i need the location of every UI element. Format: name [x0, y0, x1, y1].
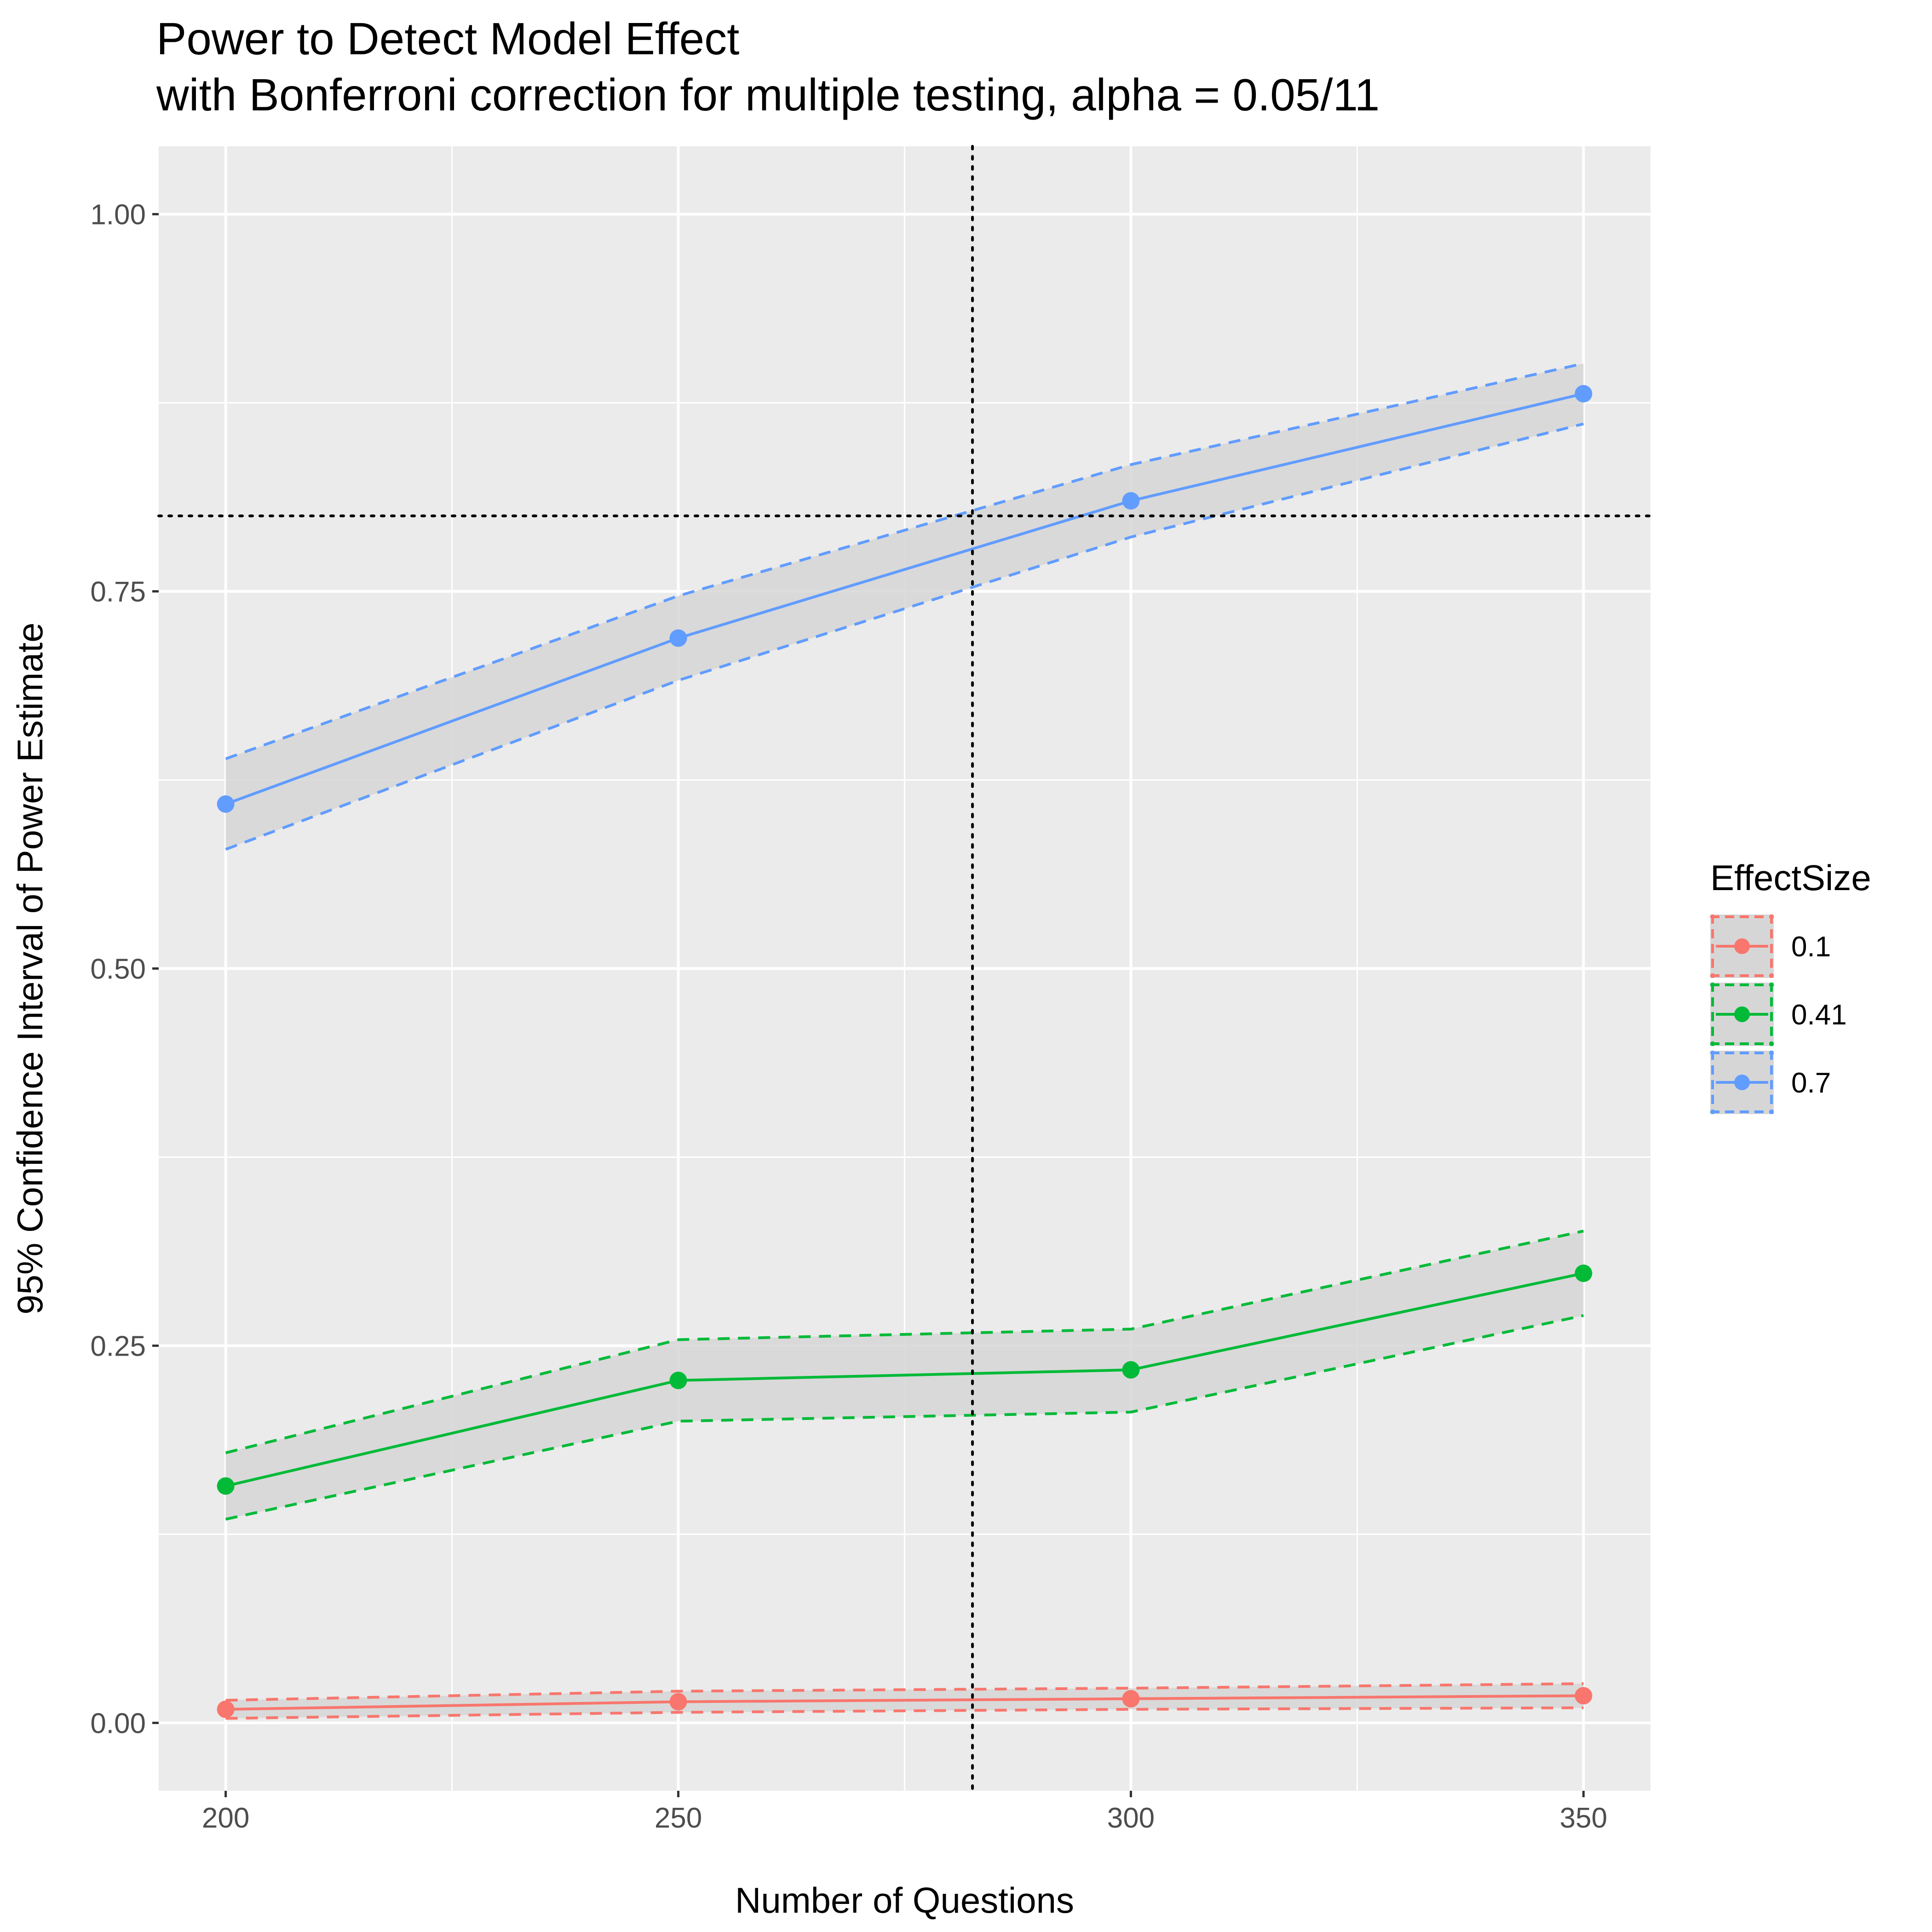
legend-label-0.1: 0.1 — [1791, 931, 1831, 963]
y-axis-title: 95% Confidence Interval of Power Estimat… — [10, 622, 50, 1314]
data-point-0.1 — [1122, 1690, 1140, 1708]
series-lines — [225, 392, 1584, 1711]
axes: 200 250 300 350 0.00 0.25 0.50 0.75 1.00 — [90, 199, 1607, 1834]
legend-key-point-0.41 — [1734, 1006, 1750, 1022]
chart-title: Power to Detect Model Effect — [156, 13, 739, 64]
legend-key-point-0.1 — [1734, 938, 1750, 954]
ci-upper-bound-0.1 — [225, 1682, 1584, 1702]
legend: EffectSize 0.1 0.41 0.7 — [1710, 857, 1871, 1114]
series-line-0.1 — [225, 1694, 1584, 1711]
y-tick-label: 0.25 — [90, 1330, 146, 1362]
ci-lower-bound-0.1 — [225, 1706, 1584, 1720]
y-tick-label: 1.00 — [90, 199, 146, 231]
data-point-0.41 — [669, 1371, 687, 1389]
legend-title: EffectSize — [1710, 857, 1871, 898]
data-point-0.7 — [669, 629, 687, 647]
legend-label-0.7: 0.7 — [1791, 1067, 1831, 1099]
reference-lines — [157, 145, 1652, 1792]
legend-label-0.41: 0.41 — [1791, 999, 1847, 1031]
data-point-0.41 — [1122, 1361, 1140, 1379]
series-line-0.7 — [225, 392, 1584, 805]
chart-subtitle: with Bonferroni correction for multiple … — [156, 69, 1380, 120]
ci-ribbon-0.7 — [225, 363, 1584, 850]
confidence-bounds — [225, 362, 1584, 1720]
series-points — [217, 385, 1593, 1718]
x-tick-label: 250 — [655, 1802, 702, 1834]
y-tick-label: 0.50 — [90, 954, 146, 985]
y-tick-label: 0.75 — [90, 576, 146, 608]
data-point-0.1 — [669, 1693, 687, 1711]
data-point-0.7 — [1122, 492, 1140, 510]
ci-upper-bound-0.41 — [225, 1230, 1584, 1455]
series-line-0.41 — [225, 1272, 1584, 1488]
data-point-0.41 — [1575, 1265, 1593, 1282]
data-point-0.1 — [1575, 1687, 1593, 1705]
x-axis-title: Number of Questions — [735, 1880, 1074, 1920]
legend-key-point-0.7 — [1734, 1075, 1750, 1090]
data-point-0.1 — [217, 1700, 235, 1718]
ci-lower-bound-0.41 — [225, 1314, 1584, 1521]
data-point-0.7 — [217, 795, 235, 813]
y-tick-label: 0.00 — [90, 1708, 146, 1739]
data-point-0.41 — [217, 1477, 235, 1495]
ci-upper-bound-0.7 — [225, 362, 1584, 760]
x-tick-label: 200 — [202, 1802, 249, 1834]
x-tick-label: 350 — [1560, 1802, 1607, 1834]
data-point-0.7 — [1575, 385, 1593, 402]
x-tick-label: 300 — [1107, 1802, 1155, 1834]
